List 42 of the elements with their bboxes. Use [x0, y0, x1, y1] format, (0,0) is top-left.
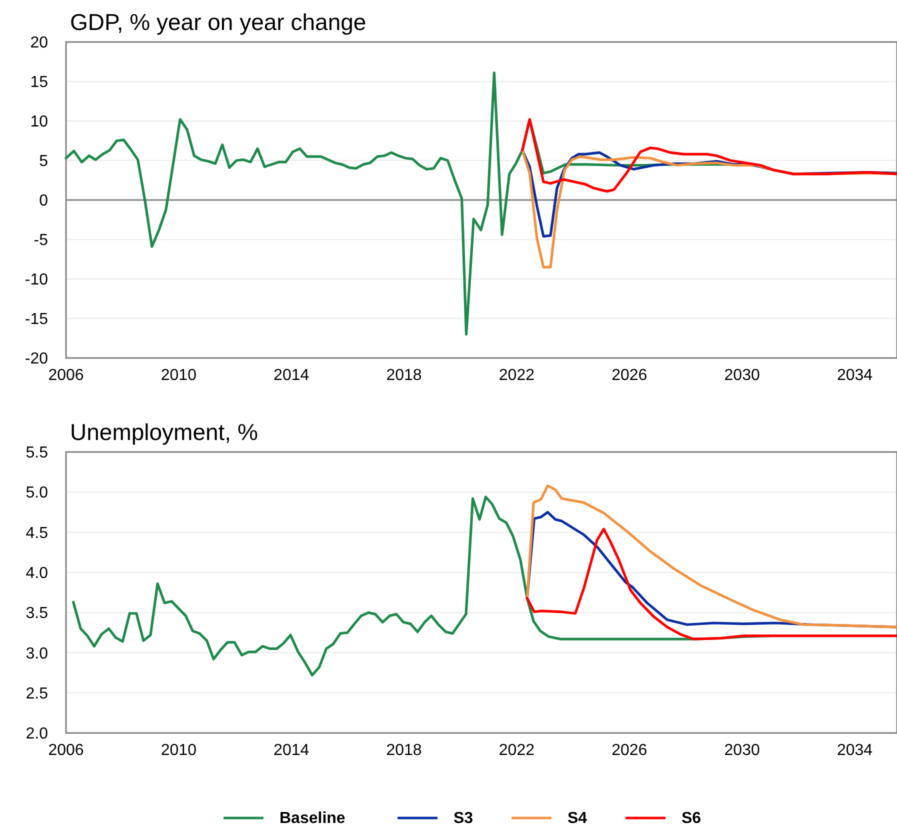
y-tick-label: 0 — [39, 192, 48, 210]
y-tick-label: 5.0 — [26, 484, 48, 502]
y-tick-label: 2.5 — [26, 685, 48, 702]
y-tick-label: 5 — [39, 153, 48, 170]
y-tick-label: 3.0 — [26, 645, 48, 662]
y-tick-label: 4.5 — [26, 524, 48, 542]
x-tick-label: 2018 — [386, 367, 422, 384]
legend-label: S4 — [568, 810, 588, 827]
x-tick-label: 2026 — [612, 742, 648, 759]
chart-title: GDP, % year on year change — [70, 9, 366, 35]
y-tick-label: 10 — [30, 114, 48, 131]
x-tick-label: 2022 — [498, 742, 535, 759]
x-tick-label: 2026 — [612, 367, 648, 384]
y-tick-label: -10 — [24, 272, 48, 289]
y-tick-label: 20 — [30, 34, 48, 52]
x-tick-label: 2030 — [724, 367, 760, 384]
x-tick-label: 2006 — [48, 367, 84, 384]
x-tick-label: 2014 — [274, 742, 310, 759]
y-tick-label: 4.0 — [26, 565, 48, 582]
x-tick-label: 2022 — [498, 367, 535, 384]
legend-label: S6 — [682, 810, 702, 827]
x-tick-label: 2030 — [724, 742, 760, 759]
y-tick-label: -15 — [24, 311, 48, 328]
y-tick-label: -5 — [34, 232, 48, 250]
x-tick-label: 2034 — [836, 742, 873, 759]
line-series — [521, 118, 897, 193]
line-series — [526, 528, 897, 640]
chart-title: Unemployment, % — [70, 419, 258, 445]
x-tick-label: 2010 — [160, 367, 197, 384]
line-series — [526, 484, 897, 628]
x-tick-label: 2006 — [48, 742, 84, 759]
x-tick-label: 2010 — [160, 742, 197, 759]
y-tick-label: 2.0 — [26, 726, 48, 743]
legend-label: Baseline — [280, 810, 346, 827]
legend-label: S3 — [454, 810, 474, 827]
x-tick-label: 2018 — [386, 742, 422, 759]
y-tick-label: -20 — [24, 350, 48, 368]
y-tick-label: 15 — [30, 74, 48, 92]
y-tick-label: 3.5 — [26, 605, 48, 622]
x-tick-label: 2014 — [274, 367, 310, 384]
y-tick-label: 5.5 — [26, 444, 48, 462]
x-tick-label: 2034 — [836, 367, 873, 384]
